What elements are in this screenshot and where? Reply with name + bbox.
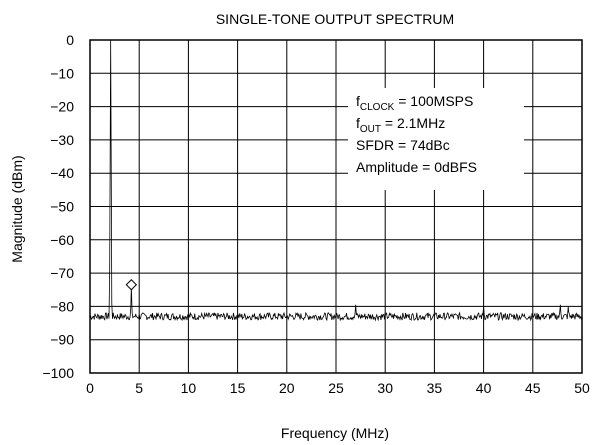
plot-frame <box>89 39 583 374</box>
x-tick-label: 30 <box>377 380 393 396</box>
annotation-line: fCLOCK = 100MSPS <box>356 93 473 113</box>
y-tick-label: −60 <box>50 232 74 248</box>
y-tick-label: −20 <box>50 99 74 115</box>
annotation-background <box>348 88 524 190</box>
spectrum-trace <box>89 39 583 322</box>
x-tick-label: 45 <box>525 380 541 396</box>
x-tick-label: 10 <box>181 380 197 396</box>
annotation-line: SFDR = 74dBc <box>356 137 450 153</box>
x-tick-labels: 0 5 10 15 20 25 30 35 40 45 50 <box>86 380 590 396</box>
y-tick-label: −50 <box>50 199 74 215</box>
x-tick-label: 20 <box>279 380 295 396</box>
x-tick-label: 50 <box>574 380 590 396</box>
x-tick-label: 35 <box>427 380 443 396</box>
annotation-line: Amplitude = 0dBFS <box>356 159 477 175</box>
marker-group <box>125 279 138 291</box>
y-tick-label: −80 <box>50 298 74 314</box>
x-tick-label: 15 <box>230 380 246 396</box>
x-tick-label: 0 <box>86 380 94 396</box>
y-tick-label: 0 <box>66 32 74 48</box>
x-tick-label: 40 <box>476 380 492 396</box>
y-tick-label: −90 <box>50 332 74 348</box>
diamond-marker <box>125 279 138 291</box>
x-axis-label: Frequency (MHz) <box>281 425 389 441</box>
y-tick-label: −40 <box>50 165 74 181</box>
chart-title: SINGLE-TONE OUTPUT SPECTRUM <box>216 11 454 27</box>
y-axis-label: Magnitude (dBm) <box>9 155 25 262</box>
x-tick-label: 5 <box>135 380 143 396</box>
spectrum-trace-group <box>89 39 583 322</box>
y-tick-label: −100 <box>42 365 74 381</box>
x-tick-label: 25 <box>328 380 344 396</box>
y-tick-label: −30 <box>50 132 74 148</box>
y-tick-label: −10 <box>50 65 74 81</box>
y-tick-labels: 0 −10 −20 −30 −40 −50 −60 −70 −80 −90 −100 <box>42 32 74 381</box>
y-tick-label: −70 <box>50 265 74 281</box>
annotation-line: fOUT = 2.1MHz <box>356 115 445 135</box>
